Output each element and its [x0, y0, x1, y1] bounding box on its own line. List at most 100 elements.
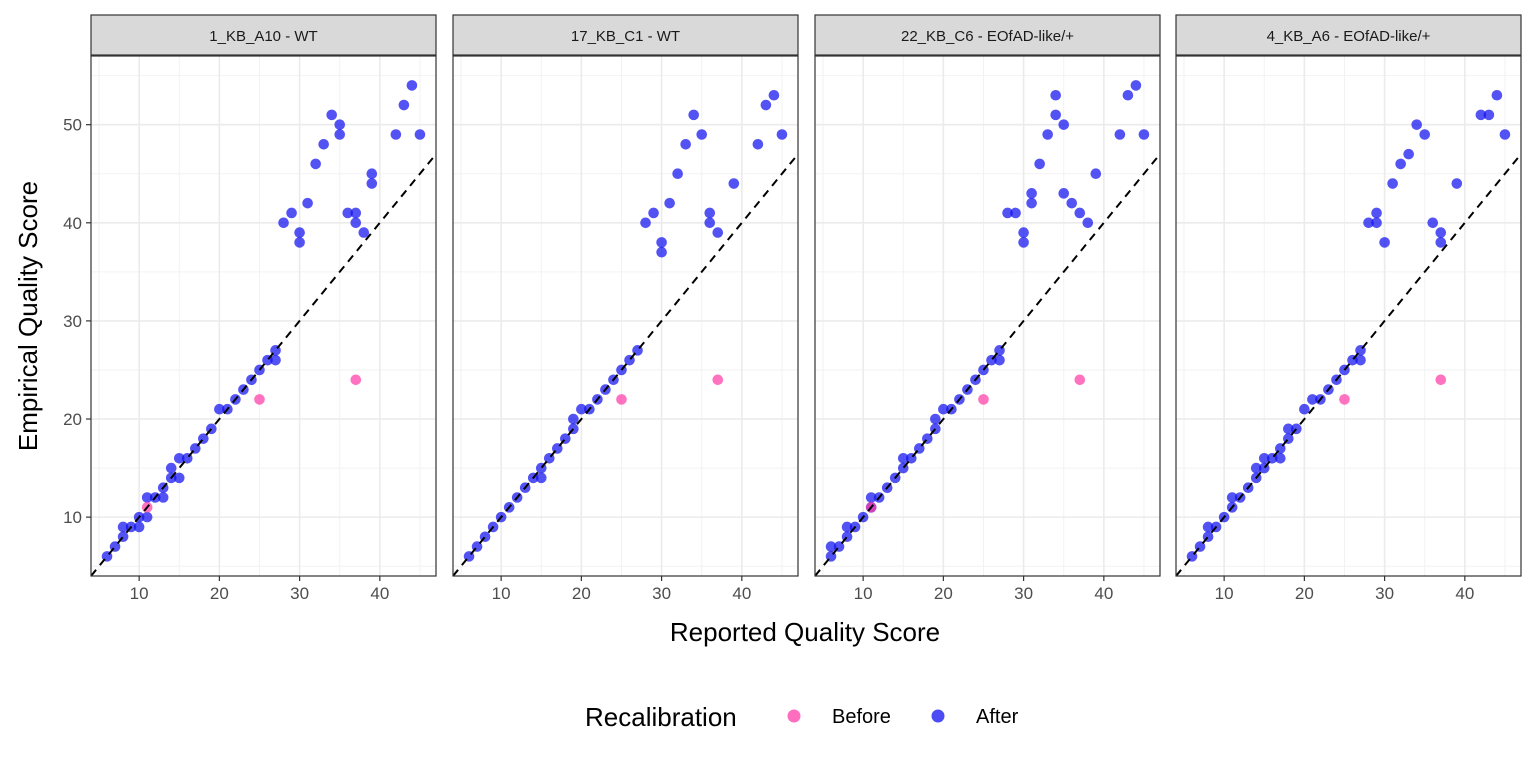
x-tick-label: 10 [854, 584, 873, 603]
after-point [1018, 237, 1029, 248]
after-point [1034, 158, 1045, 170]
x-tick-label: 40 [732, 584, 751, 603]
after-point [294, 227, 305, 238]
after-point [1387, 178, 1398, 189]
y-tick-label: 50 [63, 116, 82, 135]
after-point [704, 217, 716, 229]
after-point [1499, 129, 1511, 140]
facet-panel-2: 17_KB_C1 - WT 10 20 30 40 [452, 14, 799, 603]
after-point [568, 413, 579, 425]
after-point [1090, 168, 1102, 180]
plot-background [91, 56, 436, 576]
legend-after-key [931, 709, 945, 723]
facet-title: 1_KB_A10 - WT [209, 28, 317, 45]
after-point [318, 139, 329, 150]
after-point [1363, 217, 1374, 229]
after-point [398, 99, 410, 111]
after-point [768, 89, 780, 101]
panel-border [814, 55, 1161, 577]
after-point [656, 237, 667, 248]
after-point [1475, 109, 1487, 121]
after-point [648, 207, 659, 219]
before-point [712, 374, 724, 386]
after-point [680, 139, 691, 150]
y-tick-label: 20 [63, 410, 82, 429]
after-point [117, 521, 129, 533]
after-point [366, 178, 378, 189]
after-point [994, 354, 1005, 366]
after-point [350, 207, 362, 219]
after-point [133, 521, 145, 533]
plot-background [453, 56, 798, 576]
after-point [334, 119, 346, 130]
after-point [930, 413, 941, 425]
before-point [978, 394, 989, 405]
before-point [1074, 374, 1086, 386]
identity-reference-line [815, 153, 1160, 576]
after-point [1066, 197, 1078, 209]
panel-border [90, 55, 437, 577]
x-tick-label: 20 [572, 584, 591, 603]
facet-panel-3: 22_KB_C6 - EOfAD-like/+ 10 20 30 40 [814, 14, 1161, 603]
after-point [342, 207, 354, 219]
after-point [1283, 423, 1294, 435]
after-point [696, 129, 708, 140]
after-point [1483, 109, 1495, 121]
after-point [938, 403, 949, 415]
legend-after-label: After [976, 706, 1019, 728]
after-point [712, 227, 724, 238]
after-point [640, 217, 651, 229]
x-tick-label: 40 [1455, 584, 1474, 603]
after-point [141, 492, 153, 503]
legend-before-label: Before [832, 706, 891, 728]
after-point [865, 492, 877, 503]
x-tick-label: 30 [1375, 584, 1394, 603]
y-axis-title: Empirical Quality Score [13, 181, 43, 451]
after-point [664, 197, 675, 209]
after-point [390, 129, 402, 140]
before-point [350, 374, 362, 386]
after-point [302, 197, 313, 209]
after-point [1427, 217, 1439, 229]
after-point [414, 129, 426, 140]
y-tick-label: 40 [63, 214, 82, 233]
facet-strip [452, 14, 799, 56]
after-point [406, 80, 418, 91]
facet-strip [814, 14, 1161, 56]
x-tick-label: 10 [1215, 584, 1234, 603]
facet-panel-4: 4_KB_A6 - EOfAD-like/+ 10 20 30 40 [1175, 14, 1522, 603]
after-point [1058, 188, 1070, 199]
after-point [1226, 492, 1238, 503]
after-point [1202, 521, 1214, 533]
after-point [173, 452, 185, 464]
after-point [1451, 178, 1463, 189]
after-point [841, 521, 853, 533]
after-point [1435, 237, 1447, 248]
after-point [688, 109, 699, 121]
after-point [1026, 197, 1037, 209]
after-point [310, 158, 321, 170]
after-point [141, 511, 153, 523]
facet-strip [1175, 14, 1522, 56]
facet-title: 22_KB_C6 - EOfAD-like/+ [901, 28, 1074, 45]
after-point [334, 129, 346, 140]
after-point [1042, 129, 1053, 140]
after-point [1435, 227, 1447, 238]
x-tick-label: 40 [370, 584, 389, 603]
after-point [1010, 207, 1021, 219]
before-point [254, 394, 265, 405]
after-point [728, 178, 740, 189]
x-tick-label: 30 [290, 584, 309, 603]
facet-strip [90, 14, 437, 56]
after-point [1122, 89, 1134, 101]
after-point [294, 237, 305, 248]
after-point [760, 99, 772, 111]
after-point [286, 207, 297, 219]
before-point [1435, 374, 1447, 386]
legend-before-key [787, 709, 801, 723]
after-point [1018, 227, 1029, 238]
after-point [214, 403, 225, 415]
after-point [157, 492, 169, 503]
x-tick-label: 20 [210, 584, 229, 603]
